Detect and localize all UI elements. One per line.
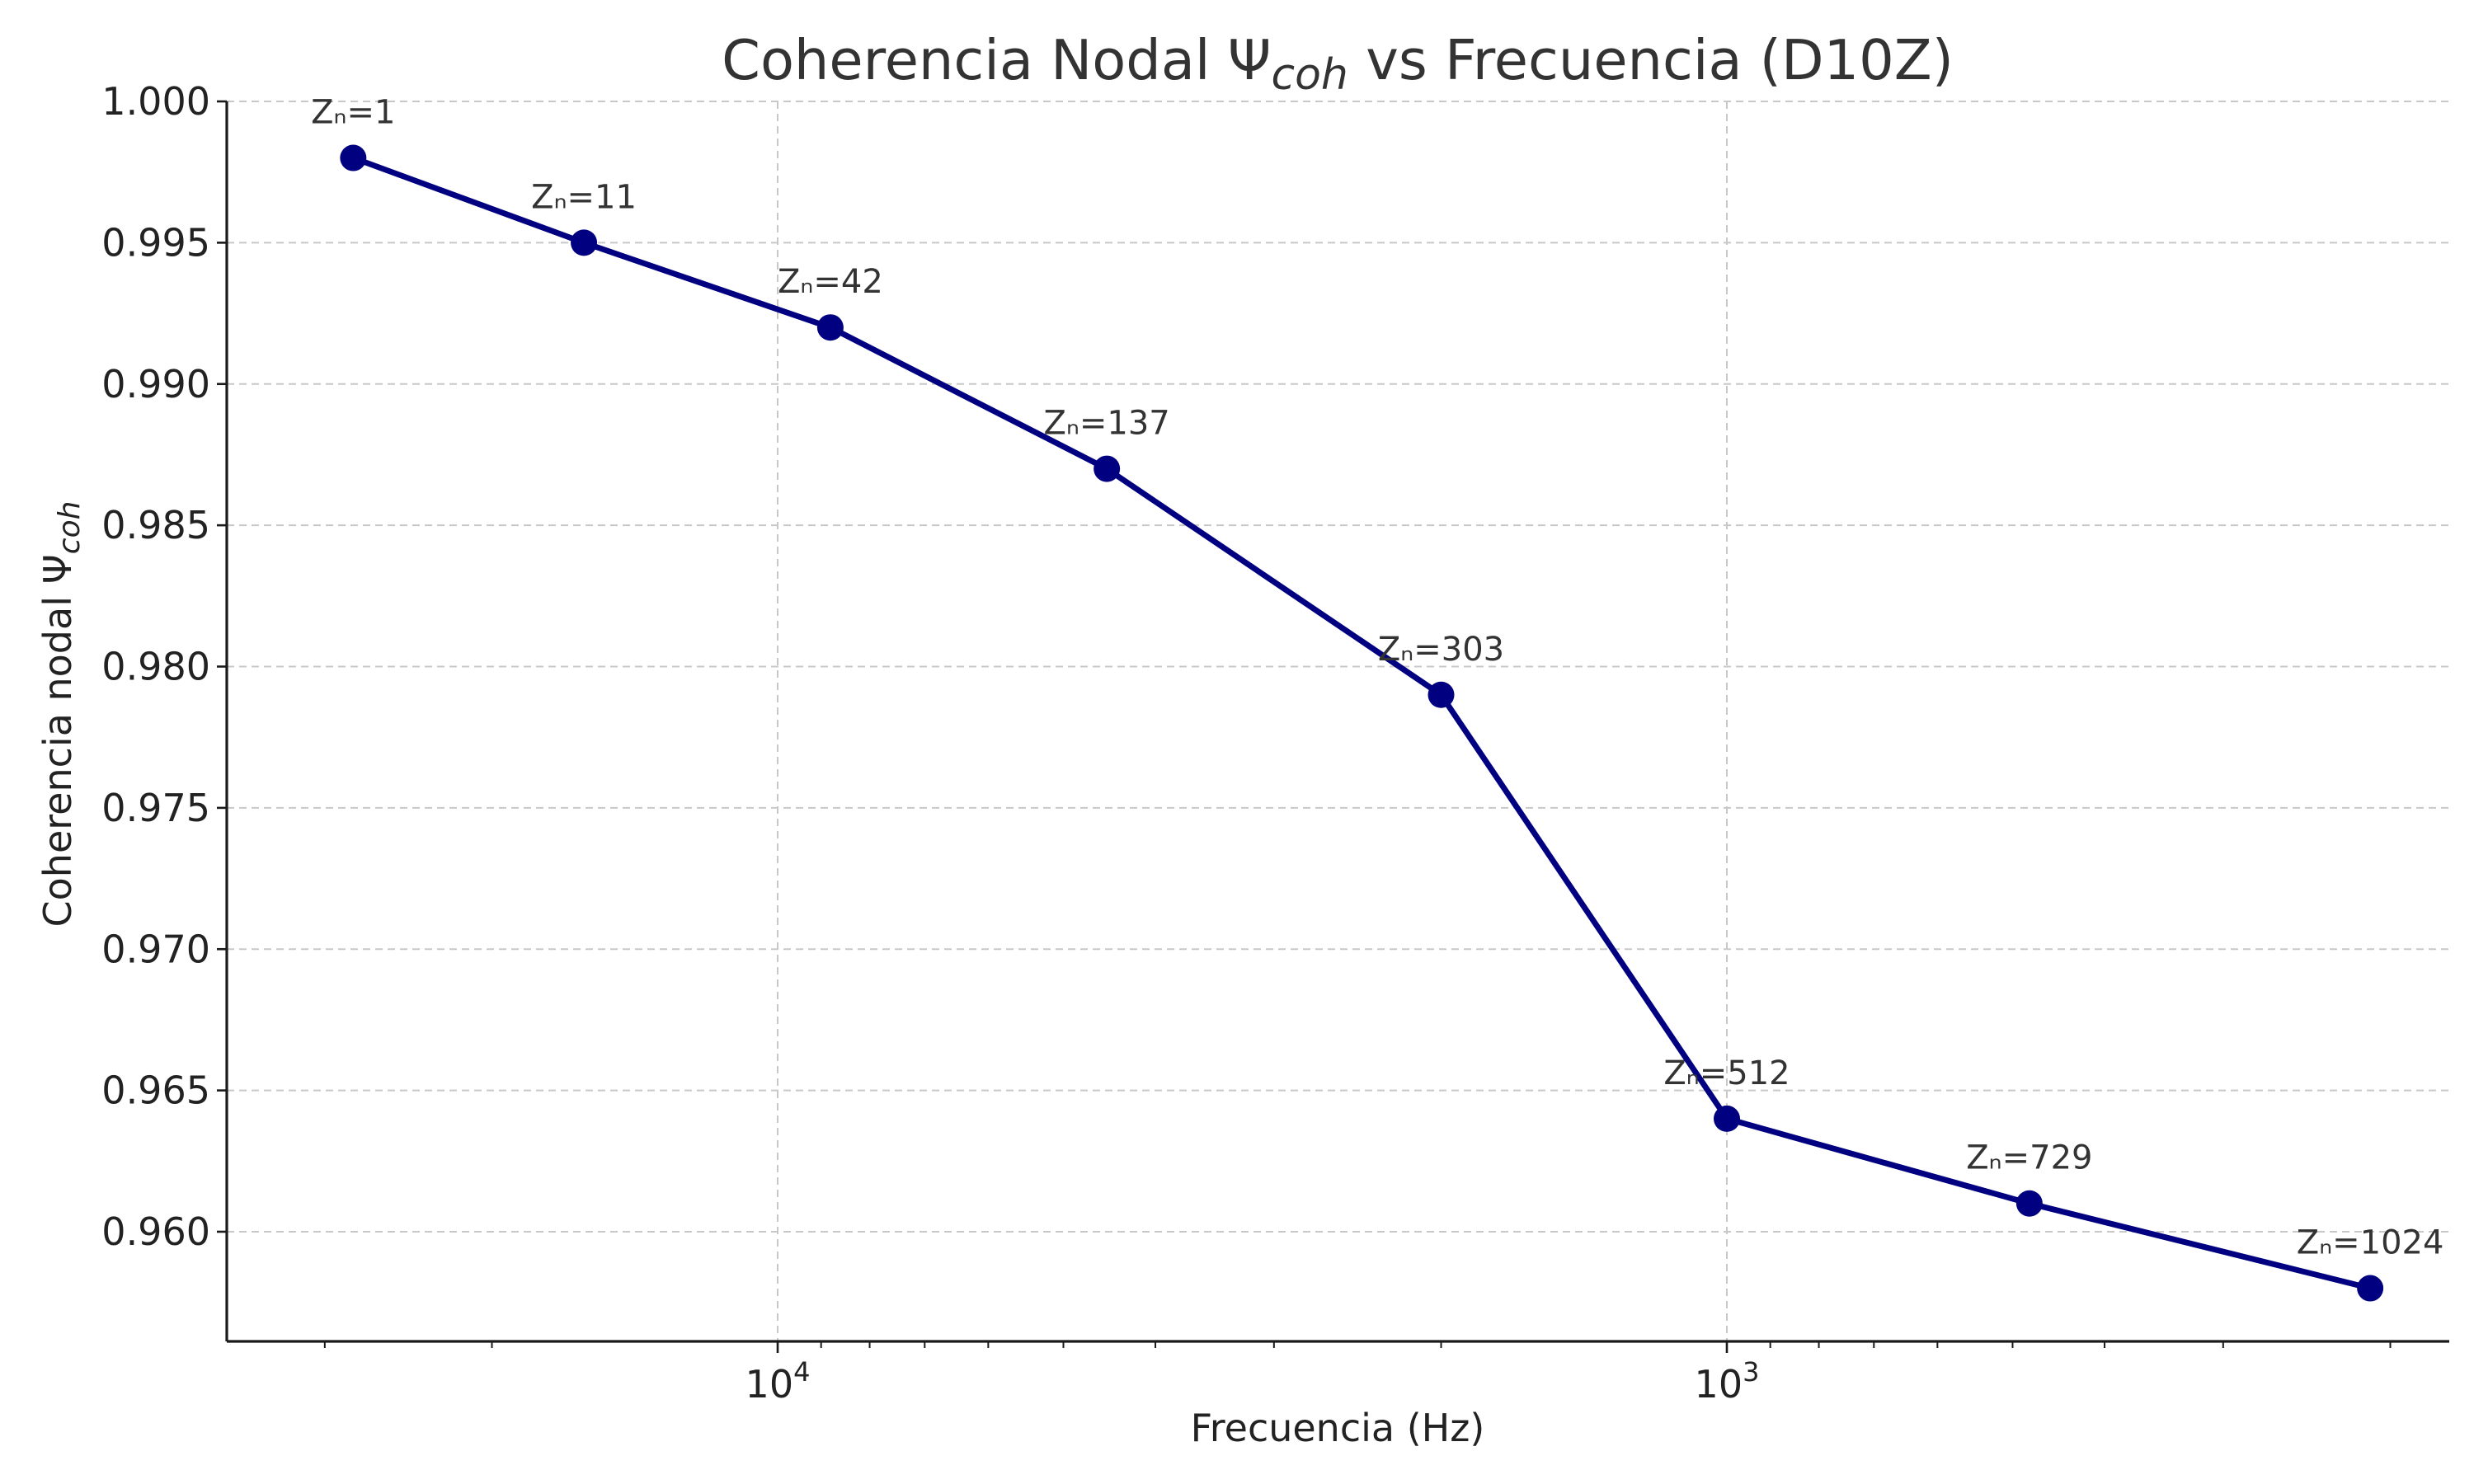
y-tick-label: 0.980 [101,645,210,689]
y-tick-label: 0.965 [101,1068,210,1113]
data-point [2357,1275,2384,1302]
series-line [352,155,2371,1291]
data-point-label: Zₙ=42 [778,263,883,301]
grid [227,101,2449,1341]
y-tick-label: 0.975 [101,786,210,830]
data-series [340,144,2384,1302]
y-tick-label: 0.995 [101,220,210,265]
chart-title: Coherencia Nodal Ψcoh vs Frecuencia (D10… [722,28,1954,100]
y-tick-label: 0.970 [101,927,210,971]
axes: 0.960 0.965 0.970 0.975 0.980 0.985 0.990 0.995… [101,79,2449,1407]
data-point [340,144,367,171]
data-point-label: Zₙ=512 [1663,1054,1790,1092]
data-point [1094,455,1121,482]
data-point [1427,681,1455,708]
y-tick-label: 0.990 [101,362,210,406]
x-tick-label: 104 [745,1356,811,1407]
x-axis-title: Frecuencia (Hz) [1191,1406,1485,1450]
y-tick-label: 0.960 [101,1209,210,1254]
data-point-label: Zₙ=303 [1378,631,1504,669]
data-point-label: Zₙ=1024 [2297,1224,2444,1262]
data-point [2015,1190,2043,1217]
y-tick-label: 1.000 [101,79,210,124]
data-point-label: Zₙ=11 [531,178,637,216]
x-tick-label: 103 [1695,1356,1760,1407]
data-point [571,229,598,256]
data-point [1714,1105,1740,1132]
data-point [816,314,844,341]
y-tick-label: 0.985 [101,503,210,547]
data-point-label: Zₙ=1 [311,94,395,132]
data-point-label: Zₙ=729 [1966,1139,2092,1177]
data-point-label: Zₙ=137 [1044,405,1170,443]
point-labels: Zₙ=1 Zₙ=11 Zₙ=42 Zₙ=137 Zₙ=303 Zₙ=512 Zₙ=729 Zₙ… [311,94,2443,1262]
y-axis-title: Coherencia nodal Ψcoh [35,501,87,928]
